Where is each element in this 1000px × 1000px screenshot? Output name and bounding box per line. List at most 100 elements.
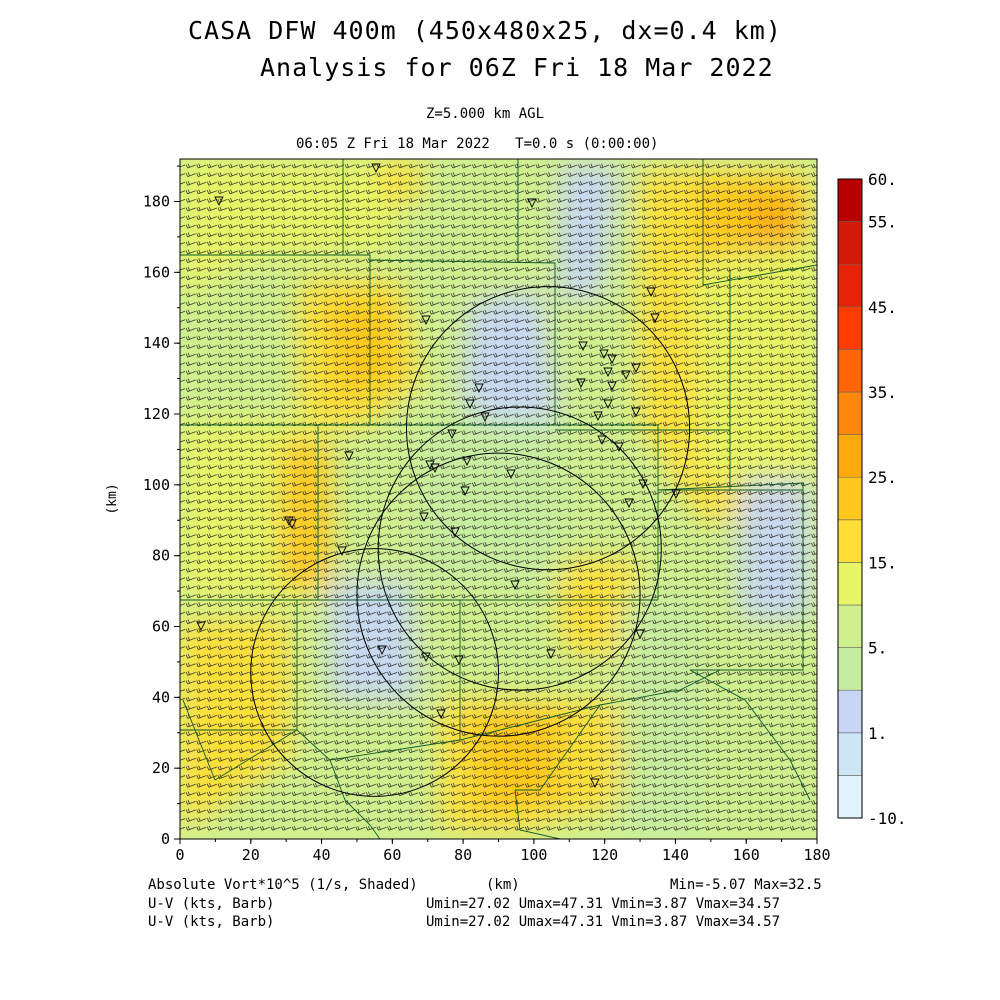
radar-marker [510, 580, 520, 591]
radar-marker [597, 435, 607, 446]
y-tick-label: 100 [143, 476, 170, 494]
radar-marker [506, 469, 516, 480]
x-tick-label: 80 [454, 846, 472, 864]
radar-marker [599, 349, 609, 360]
county-boundaries [180, 159, 817, 839]
radar-marker [460, 486, 470, 497]
y-tick-label: 180 [143, 193, 170, 211]
colorbar-bin [837, 178, 863, 222]
wind-barbs [180, 163, 817, 831]
uv-label-2: U-V (kts, Barb) [148, 914, 275, 930]
radar-marker [576, 378, 586, 389]
radar-marker [650, 313, 660, 324]
colorbar-label: 1. [868, 724, 887, 743]
level-label: Z=5.000 km AGL [426, 106, 545, 122]
title-line-1: CASA DFW 400m (450x480x25, dx=0.4 km) [188, 16, 782, 45]
colorbar-bin [837, 775, 863, 819]
radar-marker [447, 429, 457, 440]
radar-marker [578, 341, 588, 352]
radar-marker [607, 354, 617, 365]
colorbar-label: -10. [868, 809, 907, 828]
uv-label-1: U-V (kts, Barb) [148, 896, 275, 912]
colorbar-label: 25. [868, 468, 897, 487]
radar-marker [436, 709, 446, 720]
x-tick-label: 180 [803, 846, 830, 864]
radar-marker [603, 399, 613, 410]
radar-marker [621, 370, 631, 381]
y-tick-label: 60 [152, 618, 170, 636]
field-minmax: Min=-5.07 Max=32.5 [670, 877, 822, 893]
y-tick-label: 160 [143, 263, 170, 281]
colorbar-label: 60. [868, 170, 897, 189]
y-tick-label: 0 [161, 830, 170, 848]
colorbar-bin [837, 221, 863, 265]
radar-marker [590, 778, 600, 789]
colorbar-bin [837, 434, 863, 478]
radar-marker [546, 649, 556, 660]
radar-marker [607, 381, 617, 392]
radar-marker [284, 516, 294, 527]
range-ring-1 [250, 548, 499, 797]
radar-marker [624, 498, 634, 509]
colorbar-label: 45. [868, 298, 897, 317]
x-tick-label: 40 [313, 846, 331, 864]
radar-marker [287, 519, 297, 530]
colorbar-bin [837, 689, 863, 734]
x-tick-label: 120 [591, 846, 618, 864]
radar-marker [474, 383, 484, 394]
radar-marker [377, 645, 387, 656]
x-tick-label: 60 [383, 846, 401, 864]
y-tick-label: 120 [143, 405, 170, 423]
colorbar-label: 15. [868, 553, 897, 572]
radar-marker [421, 315, 431, 326]
radar-marker [196, 621, 206, 632]
radar-markers [196, 163, 681, 789]
radar-marker [614, 442, 624, 453]
colorbar-bin [837, 263, 863, 308]
radar-marker [603, 367, 613, 378]
radar-marker [371, 163, 381, 174]
uv-stats-1: Umin=27.02 Umax=47.31 Vmin=3.87 Vmax=34.… [426, 896, 781, 912]
x-tick-label: 0 [175, 846, 184, 864]
title-line-2: Analysis for 06Z Fri 18 Mar 2022 [260, 53, 774, 82]
radar-marker [593, 411, 603, 422]
x-tick-label: 160 [733, 846, 760, 864]
colorbar-bin [837, 476, 863, 521]
radar-marker [419, 512, 429, 523]
colorbar-bin [837, 349, 863, 393]
x-axis-unit: (km) [486, 877, 520, 893]
colorbar-label: 55. [868, 213, 897, 232]
vorticity-field [180, 159, 817, 839]
y-axis-label: (km) [105, 483, 120, 514]
radar-marker [430, 463, 440, 474]
uv-stats-2: Umin=27.02 Umax=47.31 Vmin=3.87 Vmax=34.… [426, 914, 781, 930]
x-tick-label: 100 [520, 846, 547, 864]
radar-marker [671, 489, 681, 500]
radar-marker [631, 407, 641, 418]
radar-marker [646, 287, 656, 298]
radar-marker [421, 652, 431, 663]
radar-marker [638, 479, 648, 490]
radar-marker [631, 363, 641, 374]
colorbar-label: 5. [868, 639, 887, 658]
y-tick-label: 80 [152, 547, 170, 565]
radar-marker [465, 399, 475, 410]
colorbar-bin [837, 604, 863, 648]
x-tick-label: 20 [242, 846, 260, 864]
colorbar-bin [837, 647, 863, 691]
field-label: Absolute Vort*10^5 (1/s, Shaded) [148, 877, 418, 893]
range-ring-3 [377, 406, 662, 691]
radar-marker [337, 546, 347, 557]
radar-marker [214, 196, 224, 207]
radar-marker [450, 527, 460, 538]
y-tick-label: 20 [152, 759, 170, 777]
colorbar-bin [837, 306, 863, 350]
colorbar-label: 35. [868, 383, 897, 402]
time-label: 06:05 Z Fri 18 Mar 2022 T=0.0 s (0:00:00… [296, 136, 659, 152]
radar-marker [527, 198, 537, 209]
y-tick-label: 140 [143, 334, 170, 352]
range-ring-2 [356, 452, 641, 737]
y-tick-label: 40 [152, 688, 170, 706]
x-axis: 0 20 40 60 80 100 120 140 160 180 [175, 839, 831, 864]
colorbar-bin [837, 562, 863, 606]
